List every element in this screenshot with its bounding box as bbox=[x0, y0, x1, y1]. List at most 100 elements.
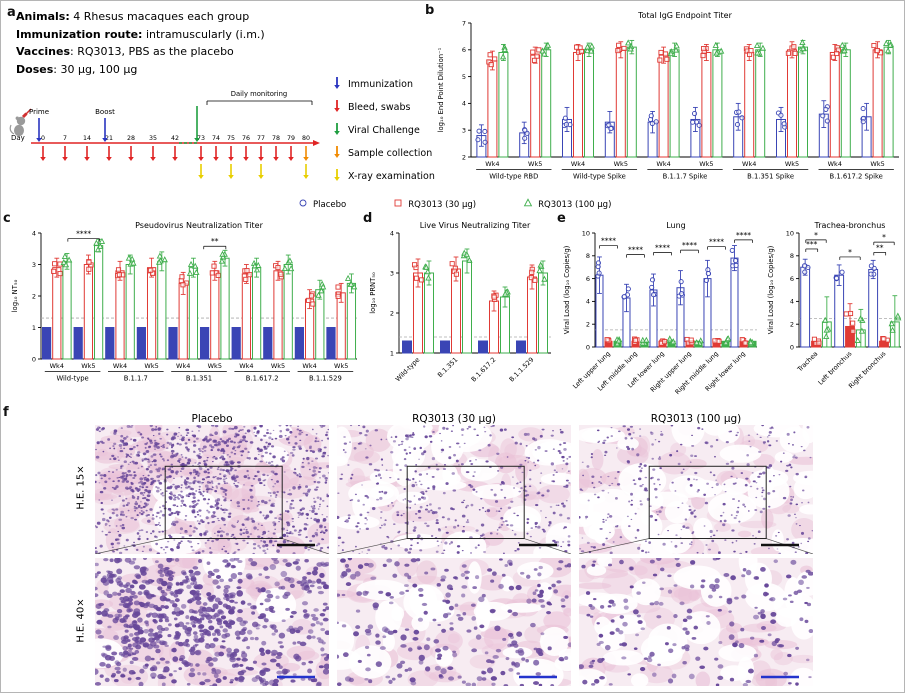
immunization-arrow-icon bbox=[332, 75, 342, 94]
info-animals-key: Animals: bbox=[16, 10, 70, 23]
svg-text:35: 35 bbox=[149, 135, 157, 142]
svg-text:Wk5: Wk5 bbox=[785, 160, 799, 168]
legend-label: Sample collection bbox=[348, 148, 433, 159]
svg-text:2: 2 bbox=[32, 292, 36, 300]
svg-text:Wk4: Wk4 bbox=[50, 362, 64, 370]
legend-label: Bleed, swabs bbox=[348, 102, 411, 113]
chart-d-svg: Live Virus Neutralizing Titer log₁₀ PRNT₅… bbox=[369, 221, 551, 384]
svg-text:Wild-type: Wild-type bbox=[394, 356, 421, 383]
svg-text:Viral Load (log₁₀ Copies/g): Viral Load (log₁₀ Copies/g) bbox=[767, 245, 775, 334]
svg-text:0: 0 bbox=[586, 343, 590, 351]
legend-item-immunization: Immunization bbox=[332, 73, 435, 96]
svg-text:***: *** bbox=[806, 240, 818, 249]
histology-image-100ug-40x bbox=[569, 545, 827, 692]
svg-text:4: 4 bbox=[390, 229, 394, 237]
legend-item-sample-collection: Sample collection bbox=[332, 142, 435, 165]
chart-pseudovirus-neutralization-titer: Pseudovirus Neutralization Titer log₁₀ NT… bbox=[7, 217, 361, 399]
panel-label-d: d bbox=[363, 211, 373, 226]
svg-text:75: 75 bbox=[227, 135, 235, 142]
svg-text:7: 7 bbox=[462, 19, 466, 27]
svg-text:80: 80 bbox=[302, 135, 310, 142]
svg-text:1: 1 bbox=[32, 324, 36, 332]
histology-svg bbox=[569, 545, 827, 692]
histology-image-30ug-15x bbox=[326, 412, 583, 565]
info-line-vaccines: Vaccines: RQ3013, PBS as the placebo bbox=[16, 43, 265, 61]
svg-text:B.1.617.2: B.1.617.2 bbox=[470, 356, 498, 384]
histology-row-title-40x: H.E. 40× bbox=[75, 598, 87, 643]
svg-text:Pseudovirus Neutralization Tit: Pseudovirus Neutralization Titer bbox=[135, 221, 263, 230]
svg-text:Wk4: Wk4 bbox=[485, 160, 499, 168]
svg-text:B.1.1.7 Spike: B.1.1.7 Spike bbox=[663, 173, 708, 181]
svg-text:74: 74 bbox=[212, 135, 220, 142]
histology-svg bbox=[77, 543, 345, 692]
chart-e2-svg: Trachea-bronchus Viral Load (log₁₀ Copies… bbox=[767, 221, 902, 390]
svg-text:Wk5: Wk5 bbox=[144, 362, 158, 370]
panel-label-e: e bbox=[557, 211, 566, 226]
svg-text:Wk5: Wk5 bbox=[870, 160, 884, 168]
svg-text:****: **** bbox=[628, 246, 643, 255]
svg-text:78: 78 bbox=[272, 135, 280, 142]
svg-text:****: **** bbox=[655, 243, 670, 252]
info-route-key: Immunization route: bbox=[16, 27, 143, 41]
svg-text:B.1.351: B.1.351 bbox=[436, 356, 459, 379]
series-legend-label: Placebo bbox=[313, 199, 347, 210]
svg-text:B.1.1.7: B.1.1.7 bbox=[124, 375, 148, 383]
legend-item-xray: X-ray examination bbox=[332, 165, 435, 188]
info-vaccines-key: Vaccines bbox=[16, 45, 70, 58]
svg-text:3: 3 bbox=[462, 127, 466, 135]
svg-text:10: 10 bbox=[582, 229, 590, 237]
svg-text:Wk4: Wk4 bbox=[239, 362, 253, 370]
study-design-info: Animals: 4 Rhesus macaques each group Im… bbox=[16, 8, 265, 78]
svg-text:4: 4 bbox=[32, 229, 36, 237]
svg-text:3: 3 bbox=[390, 269, 394, 277]
info-doses-value: : 30 μg, 100 μg bbox=[53, 62, 138, 76]
svg-text:B.1.351 Spike: B.1.351 Spike bbox=[747, 173, 794, 181]
svg-text:Left bronchus: Left bronchus bbox=[816, 349, 853, 386]
svg-text:B.1.617.2 Spike: B.1.617.2 Spike bbox=[830, 173, 883, 181]
svg-text:Daily monitoring: Daily monitoring bbox=[231, 90, 287, 98]
panel-label-f: f bbox=[3, 405, 9, 420]
svg-text:B.1.617.2: B.1.617.2 bbox=[246, 375, 279, 383]
series-legend-100ug: RQ3013 (100 μg) bbox=[522, 197, 611, 212]
panel-label-a: a bbox=[7, 5, 16, 20]
svg-text:3: 3 bbox=[32, 261, 36, 269]
svg-text:Wk5: Wk5 bbox=[208, 362, 222, 370]
sample-collection-arrow-icon bbox=[332, 144, 342, 163]
svg-text:Day: Day bbox=[11, 134, 25, 142]
series-legend-label: RQ3013 (100 μg) bbox=[538, 199, 612, 210]
viral-challenge-arrow-icon bbox=[332, 121, 342, 140]
series-legend-placebo: Placebo bbox=[297, 197, 346, 212]
svg-text:8: 8 bbox=[790, 252, 794, 260]
rq3013-30ug-square-icon bbox=[392, 197, 404, 212]
svg-text:Wk5: Wk5 bbox=[699, 160, 713, 168]
svg-text:*: * bbox=[848, 248, 852, 257]
legend-label: X-ray examination bbox=[348, 171, 435, 182]
svg-text:**: ** bbox=[876, 243, 884, 252]
svg-text:4: 4 bbox=[790, 298, 794, 306]
info-line-animals: Animals: 4 Rhesus macaques each group bbox=[16, 8, 265, 26]
svg-text:Trachea: Trachea bbox=[795, 350, 819, 374]
svg-text:Prime: Prime bbox=[29, 108, 49, 116]
chart-viral-load-trachea-bronchus: Trachea-bronchus Viral Load (log₁₀ Copies… bbox=[763, 217, 904, 399]
chart-total-igg-endpoint-titer: Total IgG Endpoint Titer log₁₀ End Point … bbox=[433, 7, 904, 197]
chart-live-virus-neutralizing-titer: Live Virus Neutralizing Titer log₁₀ PRNT₅… bbox=[365, 217, 557, 399]
svg-text:0: 0 bbox=[41, 135, 45, 142]
svg-text:Wild-type Spike: Wild-type Spike bbox=[573, 173, 626, 181]
chart-b-svg: Total IgG Endpoint Titer log₁₀ End Point … bbox=[437, 11, 899, 181]
svg-text:Wk4: Wk4 bbox=[176, 362, 190, 370]
svg-text:10: 10 bbox=[786, 229, 794, 237]
svg-text:B.1.1.529: B.1.1.529 bbox=[508, 356, 536, 384]
svg-text:Viral Load (log₁₀ Copies/g): Viral Load (log₁₀ Copies/g) bbox=[563, 245, 571, 334]
svg-text:log₁₀ NT₅₀: log₁₀ NT₅₀ bbox=[11, 279, 19, 312]
svg-text:0: 0 bbox=[32, 355, 36, 363]
legend-label: Immunization bbox=[348, 79, 413, 90]
info-line-route: Immunization route: intramuscularly (i.m… bbox=[16, 26, 265, 44]
svg-text:2: 2 bbox=[586, 321, 590, 329]
svg-text:Wk5: Wk5 bbox=[271, 362, 285, 370]
svg-text:Wk4: Wk4 bbox=[742, 160, 756, 168]
svg-text:6: 6 bbox=[586, 275, 590, 283]
svg-text:*: * bbox=[814, 231, 818, 240]
histology-row-title-15x: H.E. 15× bbox=[75, 465, 87, 510]
svg-text:76: 76 bbox=[242, 135, 250, 142]
